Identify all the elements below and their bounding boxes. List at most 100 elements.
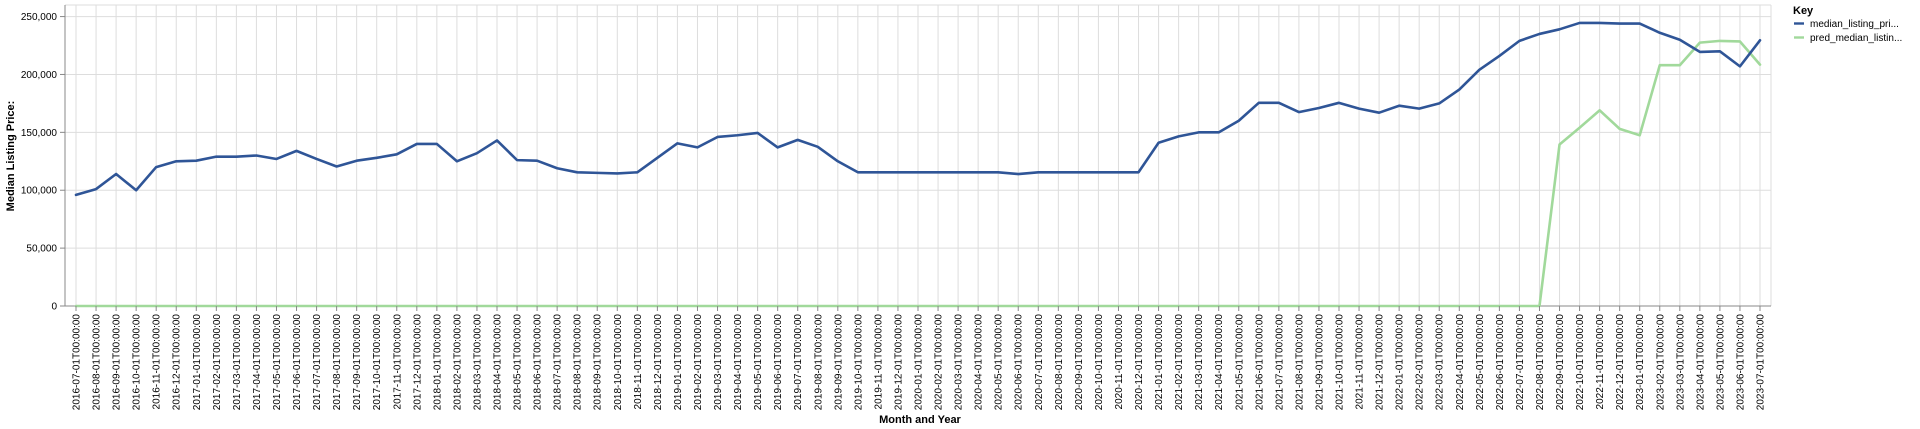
x-tick-label: 2017-01-01T00:00:00 xyxy=(192,314,203,411)
x-tick-label: 2016-12-01T00:00:00 xyxy=(172,314,183,411)
x-tick-label: 2022-08-01T00:00:00 xyxy=(1535,314,1546,411)
x-tick-label: 2020-04-01T00:00:00 xyxy=(974,314,985,411)
x-tick-label: 2021-08-01T00:00:00 xyxy=(1294,314,1305,411)
x-tick-label: 2016-10-01T00:00:00 xyxy=(132,314,143,411)
x-tick-label: 2020-05-01T00:00:00 xyxy=(994,314,1005,411)
x-tick-label: 2019-06-01T00:00:00 xyxy=(773,314,784,411)
x-tick-label: 2023-03-01T00:00:00 xyxy=(1675,314,1686,411)
x-axis-title: Month and Year xyxy=(879,414,961,426)
x-tick-label: 2016-07-01T00:00:00 xyxy=(72,314,83,411)
x-tick-label: 2023-02-01T00:00:00 xyxy=(1655,314,1666,411)
legend-title: Key xyxy=(1793,5,1814,17)
x-tick-label: 2021-03-01T00:00:00 xyxy=(1194,314,1205,411)
x-tick-label: 2019-04-01T00:00:00 xyxy=(733,314,744,411)
y-tick-label: 0 xyxy=(51,302,57,313)
x-tick-label: 2019-08-01T00:00:00 xyxy=(813,314,824,411)
x-tick-label: 2017-04-01T00:00:00 xyxy=(252,314,263,411)
y-axis-title: Median Listing Price: xyxy=(5,101,17,212)
x-tick-label: 2020-01-01T00:00:00 xyxy=(914,314,925,411)
x-tick-label: 2021-11-01T00:00:00 xyxy=(1355,314,1366,410)
x-tick-label: 2016-08-01T00:00:00 xyxy=(92,314,103,411)
y-tick-label: 250,000 xyxy=(21,12,58,23)
x-tick-label: 2020-11-01T00:00:00 xyxy=(1114,314,1125,410)
x-tick-label: 2020-02-01T00:00:00 xyxy=(934,314,945,411)
x-tick-label: 2017-02-01T00:00:00 xyxy=(212,314,223,411)
y-tick-label: 150,000 xyxy=(21,128,58,139)
x-tick-label: 2019-11-01T00:00:00 xyxy=(873,314,884,410)
x-tick-label: 2017-06-01T00:00:00 xyxy=(292,314,303,411)
x-tick-label: 2022-05-01T00:00:00 xyxy=(1475,314,1486,411)
x-tick-label: 2018-02-01T00:00:00 xyxy=(452,314,463,411)
x-tick-label: 2018-08-01T00:00:00 xyxy=(573,314,584,411)
x-tick-label: 2022-06-01T00:00:00 xyxy=(1495,314,1506,411)
x-tick-label: 2021-05-01T00:00:00 xyxy=(1234,314,1245,411)
x-tick-label: 2018-11-01T00:00:00 xyxy=(633,314,644,410)
x-tick-label: 2023-05-01T00:00:00 xyxy=(1715,314,1726,411)
x-tick-label: 2023-01-01T00:00:00 xyxy=(1635,314,1646,411)
x-tick-label: 2018-09-01T00:00:00 xyxy=(593,314,604,411)
x-tick-label: 2021-12-01T00:00:00 xyxy=(1375,314,1386,411)
x-tick-label: 2016-09-01T00:00:00 xyxy=(112,314,123,411)
x-tick-label: 2019-02-01T00:00:00 xyxy=(693,314,704,411)
y-tick-label: 50,000 xyxy=(26,244,57,255)
x-tick-label: 2021-06-01T00:00:00 xyxy=(1254,314,1265,411)
x-tick-label: 2019-12-01T00:00:00 xyxy=(893,314,904,411)
x-tick-label: 2020-07-01T00:00:00 xyxy=(1034,314,1045,411)
x-tick-label: 2018-01-01T00:00:00 xyxy=(432,314,443,411)
gridlines xyxy=(65,4,1772,307)
x-tick-label: 2020-06-01T00:00:00 xyxy=(1014,314,1025,411)
x-tick-label: 2022-03-01T00:00:00 xyxy=(1435,314,1446,411)
legend-items: median_listing_pri... pred_median_listin.… xyxy=(1794,19,1902,44)
x-tick-label: 2023-06-01T00:00:00 xyxy=(1735,314,1746,411)
x-tick-label: 2021-10-01T00:00:00 xyxy=(1335,314,1346,411)
y-tick-label: 100,000 xyxy=(21,186,58,197)
x-tick-label: 2023-04-01T00:00:00 xyxy=(1695,314,1706,411)
x-tick-label: 2018-06-01T00:00:00 xyxy=(533,314,544,411)
x-tick-label: 2019-10-01T00:00:00 xyxy=(853,314,864,411)
x-tick-label: 2018-05-01T00:00:00 xyxy=(513,314,524,411)
x-tick-label: 2021-09-01T00:00:00 xyxy=(1314,314,1325,411)
x-tick-label: 2019-05-01T00:00:00 xyxy=(753,314,764,411)
x-tick-label: 2022-12-01T00:00:00 xyxy=(1615,314,1626,411)
x-tick-label: 2020-08-01T00:00:00 xyxy=(1054,314,1065,411)
x-tick-label: 2022-09-01T00:00:00 xyxy=(1555,314,1566,411)
x-tick-label: 2020-12-01T00:00:00 xyxy=(1134,314,1145,411)
y-axis-ticks: 0 50,000 100,000 150,000 200,000 250,000 xyxy=(21,12,65,313)
x-tick-label: 2022-01-01T00:00:00 xyxy=(1395,314,1406,411)
legend-label: pred_median_listin... xyxy=(1810,33,1902,44)
x-tick-label: 2019-09-01T00:00:00 xyxy=(833,314,844,411)
x-tick-label: 2016-11-01T00:00:00 xyxy=(152,314,163,410)
x-tick-label: 2017-05-01T00:00:00 xyxy=(272,314,283,411)
x-tick-label: 2022-02-01T00:00:00 xyxy=(1415,314,1426,411)
x-axis-ticks: 2016-07-01T00:00:00 2016-08-01T00:00:00 20… xyxy=(72,306,1767,410)
y-tick-label: 200,000 xyxy=(21,70,58,81)
x-tick-label: 2017-03-01T00:00:00 xyxy=(232,314,243,411)
legend-label: median_listing_pri... xyxy=(1810,19,1899,30)
legend: Key median_listing_pri... pred_median_lis… xyxy=(1793,5,1902,44)
x-tick-label: 2023-07-01T00:00:00 xyxy=(1756,314,1767,411)
x-tick-label: 2022-11-01T00:00:00 xyxy=(1595,314,1606,410)
x-tick-label: 2018-10-01T00:00:00 xyxy=(613,314,624,411)
x-tick-label: 2019-03-01T00:00:00 xyxy=(713,314,724,411)
x-tick-label: 2022-07-01T00:00:00 xyxy=(1515,314,1526,411)
x-tick-label: 2017-10-01T00:00:00 xyxy=(372,314,383,411)
x-tick-label: 2021-07-01T00:00:00 xyxy=(1274,314,1285,411)
x-tick-label: 2021-04-01T00:00:00 xyxy=(1214,314,1225,411)
x-tick-label: 2020-09-01T00:00:00 xyxy=(1074,314,1085,411)
x-tick-label: 2019-07-01T00:00:00 xyxy=(793,314,804,411)
x-tick-label: 2020-10-01T00:00:00 xyxy=(1094,314,1105,411)
x-tick-label: 2019-01-01T00:00:00 xyxy=(673,314,684,411)
x-tick-label: 2020-03-01T00:00:00 xyxy=(954,314,965,411)
series-line-0 xyxy=(74,21,1762,197)
x-tick-label: 2021-02-01T00:00:00 xyxy=(1174,314,1185,411)
x-tick-label: 2017-12-01T00:00:00 xyxy=(412,314,423,411)
x-tick-label: 2018-03-01T00:00:00 xyxy=(472,314,483,411)
x-tick-label: 2018-12-01T00:00:00 xyxy=(653,314,664,411)
x-tick-label: 2017-08-01T00:00:00 xyxy=(332,314,343,411)
x-tick-label: 2021-01-01T00:00:00 xyxy=(1154,314,1165,411)
x-tick-label: 2018-07-01T00:00:00 xyxy=(553,314,564,411)
x-tick-label: 2017-07-01T00:00:00 xyxy=(312,314,323,411)
x-tick-label: 2017-11-01T00:00:00 xyxy=(392,314,403,410)
x-tick-label: 2022-04-01T00:00:00 xyxy=(1455,314,1466,411)
